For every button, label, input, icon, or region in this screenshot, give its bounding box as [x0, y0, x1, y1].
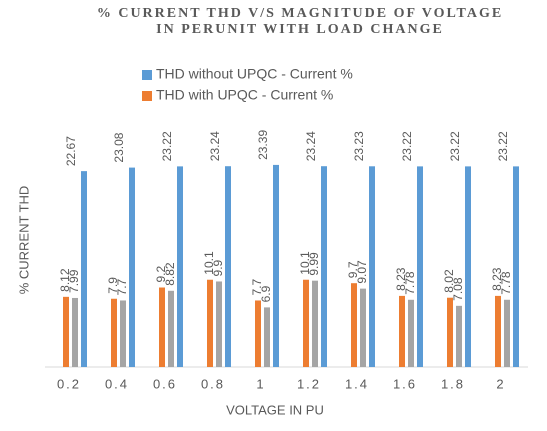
bar [81, 171, 87, 367]
x-axis-title: VOLTAGE IN PU [226, 402, 324, 417]
data-label: 7.78 [499, 271, 513, 295]
bar [321, 166, 327, 367]
bar [408, 299, 414, 367]
data-label: 7.9 [106, 277, 120, 294]
x-tick-label: 2 [496, 376, 505, 391]
data-label: 23.39 [256, 130, 270, 160]
legend-swatch [142, 70, 152, 80]
legend-swatch [142, 91, 152, 101]
data-label: 9.07 [355, 260, 369, 284]
x-tick-label: 0.2 [57, 376, 81, 391]
bar [177, 166, 183, 367]
bar [456, 305, 462, 367]
bar [351, 283, 357, 367]
bar [447, 297, 453, 367]
data-label: 9.99 [307, 252, 321, 276]
bar [369, 166, 375, 367]
bar [312, 280, 318, 367]
data-label: 23.22 [496, 131, 510, 161]
x-tick-label: 1.2 [297, 376, 321, 391]
bar [120, 300, 126, 367]
title-box: % CURRENT THD V/S MAGNITUDE OF VOLTAGE I… [96, 6, 504, 37]
x-tick-label: 1.4 [345, 376, 369, 391]
data-label: 9.9 [211, 259, 225, 276]
bar [225, 166, 231, 367]
data-label: 23.22 [400, 131, 414, 161]
data-label: 23.24 [304, 131, 318, 161]
data-label: 8.12 [58, 268, 72, 292]
data-label: 23.08 [112, 132, 126, 162]
bar [303, 279, 309, 367]
x-tick-label: 1.8 [441, 376, 465, 391]
bar [72, 297, 78, 367]
data-label: 8.82 [163, 262, 177, 286]
bar [417, 166, 423, 367]
data-label: 22.67 [64, 136, 78, 166]
bar [273, 164, 279, 367]
data-label: 9.7 [346, 261, 360, 278]
data-label: 7.7 [250, 278, 264, 295]
data-label: 7.78 [403, 271, 417, 295]
bar [465, 166, 471, 367]
data-label: 10.1 [202, 251, 216, 275]
data-label: 9.2 [154, 266, 168, 283]
bar [129, 167, 135, 367]
data-label: 23.22 [160, 131, 174, 161]
bar [264, 307, 270, 367]
bar [255, 300, 261, 367]
data-label: 8.02 [442, 269, 456, 293]
bar [207, 279, 213, 367]
legend-label: THD without UPQC - Current % [156, 66, 353, 82]
bar [168, 290, 174, 367]
x-tick-label: 1 [256, 376, 265, 391]
x-tick-label: 0.4 [105, 376, 129, 391]
data-label: 8.23 [490, 267, 504, 291]
data-label: 23.24 [208, 131, 222, 161]
bar [360, 288, 366, 367]
bar [495, 295, 501, 367]
x-tick-label: 1.6 [393, 376, 417, 391]
data-label: 23.23 [352, 131, 366, 161]
x-tick-label: 0.6 [153, 376, 177, 391]
data-label: 8.23 [394, 267, 408, 291]
bar [63, 296, 69, 367]
bar [111, 298, 117, 367]
bar [504, 299, 510, 367]
data-label: 7.08 [451, 277, 465, 301]
chart-title: % CURRENT THD V/S MAGNITUDE OF VOLTAGE I… [96, 6, 504, 37]
bar [399, 295, 405, 367]
bar [513, 166, 519, 367]
bar [159, 287, 165, 367]
legend-label: THD with UPQC - Current % [156, 87, 333, 103]
data-label: 23.22 [448, 131, 462, 161]
data-label: 6.9 [259, 285, 273, 302]
data-label: 10.1 [298, 251, 312, 275]
y-axis-title: % CURRENT THD [16, 186, 31, 295]
bar [216, 281, 222, 367]
data-label: 7.99 [67, 269, 81, 293]
data-label: 7.7 [115, 278, 129, 295]
x-tick-label: 0.8 [201, 376, 225, 391]
